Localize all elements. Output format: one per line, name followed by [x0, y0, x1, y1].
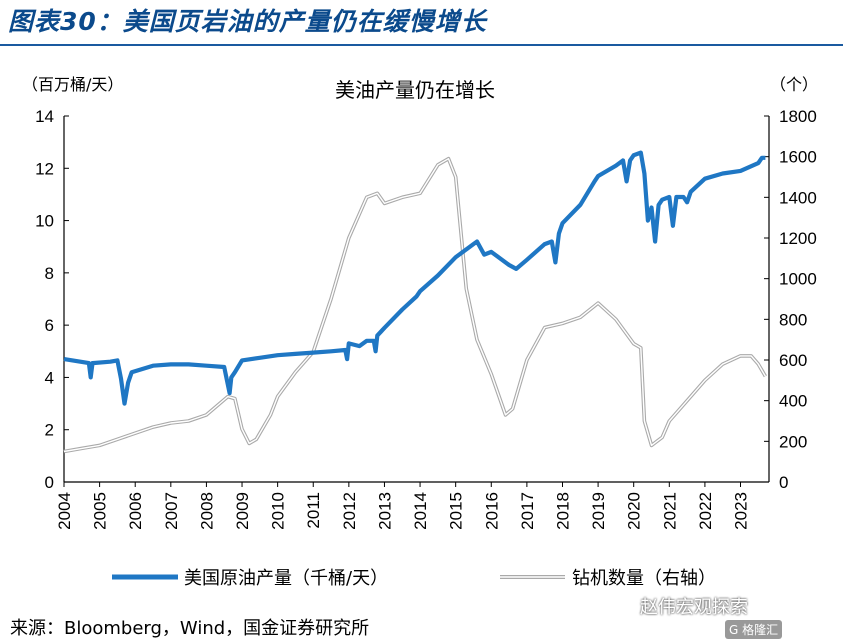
y-right-tick-label: 800: [779, 310, 807, 329]
y-left-tick-label: 2: [45, 421, 54, 440]
y-left-tick-label: 12: [35, 159, 54, 178]
legend-label-rigs: 钻机数量（右轴）: [572, 568, 716, 589]
y-right-tick-label: 1200: [779, 229, 817, 248]
x-tick-label: 2018: [553, 492, 572, 530]
x-tick-label: 2010: [269, 492, 288, 530]
x-tick-label: 2022: [696, 492, 715, 530]
x-tick-label: 2012: [340, 492, 359, 530]
legend-label-production: 美国原油产量（千桶/天）: [184, 568, 388, 589]
series-rigs-inner: [63, 158, 767, 453]
x-tick-label: 2015: [447, 492, 466, 530]
y-left-tick-label: 4: [45, 368, 54, 387]
y-right-tick-label: 400: [779, 392, 807, 411]
watermark-badge: G 格隆汇: [725, 620, 783, 639]
legend: 美国原油产量（千桶/天） 钻机数量（右轴）: [112, 568, 716, 589]
figure-header: 图表30：美国页岩油的产量仍在缓慢增长: [8, 7, 487, 36]
x-tick-label: 2008: [197, 492, 216, 530]
y-left-tick-label: 6: [45, 316, 54, 335]
left-axis-unit: （百万桶/天）: [22, 75, 123, 94]
y-right-tick-label: 1800: [779, 107, 817, 126]
x-tick-label: 2023: [732, 492, 751, 530]
y-left-tick-label: 0: [45, 473, 54, 492]
x-tick-label: 2006: [126, 492, 145, 530]
x-tick-label: 2017: [518, 492, 537, 530]
right-axis-unit: （个）: [770, 75, 818, 94]
x-tick-label: 2016: [482, 492, 501, 530]
series-production-line: [63, 150, 766, 406]
x-tick-label: 2014: [411, 492, 430, 530]
x-tick-label: 2019: [589, 492, 608, 530]
x-tick-label: 2005: [91, 492, 110, 530]
x-tick-label: 2004: [55, 492, 74, 530]
y-left-tick-label: 10: [35, 212, 54, 231]
header-rule: [0, 44, 843, 46]
y-right-tick-label: 600: [779, 351, 807, 370]
y-left-tick-label: 14: [35, 107, 54, 126]
y-right-tick-label: 200: [779, 432, 807, 451]
x-tick-label: 2013: [375, 492, 394, 530]
y-left-tick-label: 8: [45, 264, 54, 283]
watermark: 赵伟宏观探索: [640, 597, 748, 618]
x-tick-label: 2007: [162, 492, 181, 530]
y-right-tick-label: 1000: [779, 270, 817, 289]
y-right-tick-label: 0: [779, 473, 788, 492]
chart-title: 美油产量仍在增长: [335, 78, 495, 102]
axes: 0 2 4 6 8 10 12 14 0 200 400 600 800 1000 1200 1400 1600…: [35, 107, 817, 530]
x-tick-label: 2011: [304, 492, 323, 529]
source-note: 来源：Bloomberg，Wind，国金证券研究所: [10, 618, 370, 639]
x-tick-label: 2020: [625, 492, 644, 530]
x-tick-label: 2021: [660, 492, 679, 530]
x-tick-label: 2009: [233, 492, 252, 530]
y-right-tick-label: 1600: [779, 148, 817, 167]
series-layer: [63, 150, 767, 454]
y-right-tick-label: 1400: [779, 188, 817, 207]
